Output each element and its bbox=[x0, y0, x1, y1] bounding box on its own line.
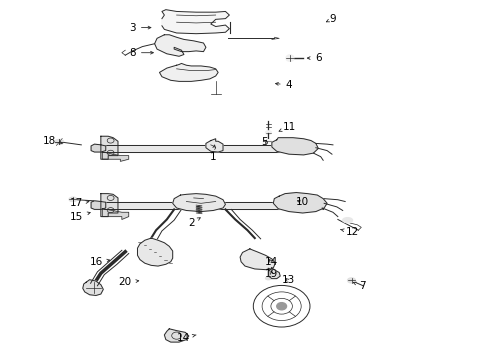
Polygon shape bbox=[83, 280, 103, 296]
Polygon shape bbox=[272, 138, 319, 155]
Ellipse shape bbox=[347, 278, 355, 283]
Text: 14: 14 bbox=[177, 333, 196, 343]
Text: 7: 7 bbox=[353, 281, 366, 291]
Polygon shape bbox=[102, 152, 129, 161]
Text: 2: 2 bbox=[188, 218, 200, 228]
Text: 18: 18 bbox=[43, 136, 62, 145]
Ellipse shape bbox=[286, 55, 294, 61]
Polygon shape bbox=[240, 249, 275, 270]
Text: 17: 17 bbox=[70, 198, 89, 208]
Text: 9: 9 bbox=[326, 14, 336, 24]
Text: 16: 16 bbox=[89, 257, 110, 267]
Text: 12: 12 bbox=[341, 227, 359, 237]
Polygon shape bbox=[102, 209, 129, 220]
Text: 19: 19 bbox=[265, 269, 278, 279]
Ellipse shape bbox=[266, 277, 271, 280]
Polygon shape bbox=[91, 144, 106, 152]
Text: 6: 6 bbox=[307, 53, 321, 63]
Ellipse shape bbox=[343, 218, 352, 223]
Text: 14: 14 bbox=[265, 257, 278, 267]
Text: 1: 1 bbox=[210, 145, 217, 162]
Ellipse shape bbox=[266, 131, 271, 134]
Text: 8: 8 bbox=[129, 48, 153, 58]
Polygon shape bbox=[155, 35, 206, 56]
Circle shape bbox=[277, 303, 287, 310]
Polygon shape bbox=[172, 194, 225, 212]
Text: 5: 5 bbox=[261, 138, 268, 147]
Polygon shape bbox=[273, 193, 327, 213]
Polygon shape bbox=[269, 268, 280, 279]
Ellipse shape bbox=[55, 139, 64, 144]
Polygon shape bbox=[206, 139, 223, 152]
Text: 15: 15 bbox=[70, 212, 90, 221]
Text: 10: 10 bbox=[296, 197, 309, 207]
Text: 11: 11 bbox=[279, 122, 295, 132]
Text: 3: 3 bbox=[129, 23, 151, 33]
Polygon shape bbox=[164, 329, 189, 342]
Text: 4: 4 bbox=[275, 80, 293, 90]
Text: 20: 20 bbox=[119, 277, 139, 287]
Polygon shape bbox=[91, 201, 106, 210]
Ellipse shape bbox=[69, 197, 77, 202]
Text: 13: 13 bbox=[281, 275, 294, 285]
Polygon shape bbox=[101, 136, 118, 159]
Ellipse shape bbox=[266, 140, 271, 143]
Polygon shape bbox=[159, 63, 218, 81]
Polygon shape bbox=[138, 238, 172, 266]
Polygon shape bbox=[101, 194, 118, 217]
Polygon shape bbox=[162, 10, 229, 34]
